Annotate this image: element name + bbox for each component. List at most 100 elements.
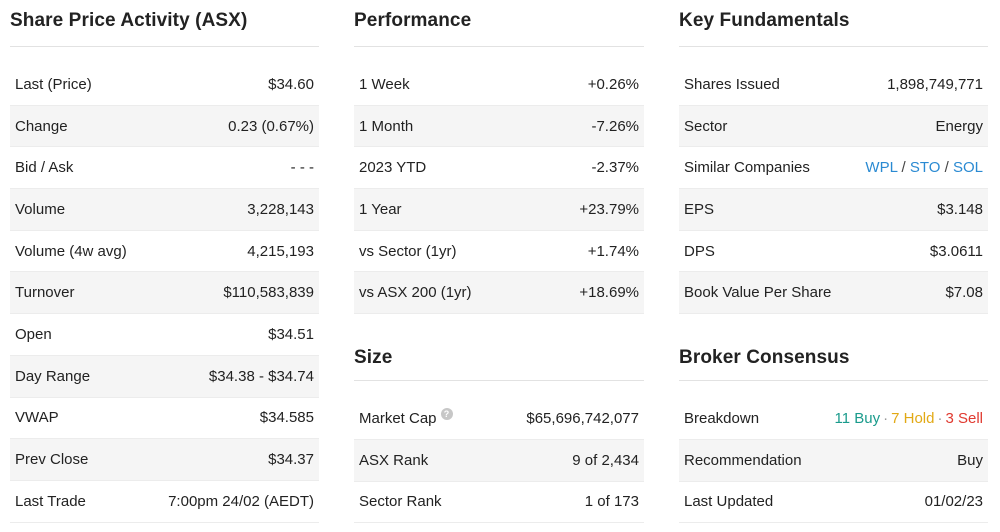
table-row: vs Sector (1yr) +1.74%	[354, 231, 644, 273]
dot-separator: ·	[883, 409, 889, 427]
row-label: DPS	[684, 242, 715, 260]
company-link-sto[interactable]: STO	[909, 159, 941, 177]
table-row: 2023 YTD -2.37%	[354, 147, 644, 190]
row-value: - - -	[290, 159, 314, 177]
sell-count: 3 Sell	[945, 409, 983, 427]
row-value: $3.0611	[929, 242, 983, 260]
row-label: Market Cap	[359, 409, 437, 427]
share-price-table: Last (Price) $34.60 Change 0.23 (0.67%) Bi…	[10, 64, 319, 523]
row-label: Last (Price)	[15, 75, 92, 93]
row-label: Breakdown	[684, 409, 760, 427]
row-label: 2023 YTD	[359, 159, 427, 177]
row-label: Day Range	[15, 367, 91, 385]
table-row: Prev Close $34.37	[10, 439, 319, 481]
table-row: Open $34.51	[10, 314, 319, 356]
row-value: $34.585	[259, 409, 314, 427]
table-row: Day Range $34.38 - $34.74	[10, 355, 319, 398]
table-row: Shares Issued 1,898,749,771	[679, 64, 988, 106]
buy-count: 11 Buy	[834, 409, 881, 427]
table-row: Last Trade 7:00pm 24/02 (AEDT)	[10, 481, 319, 523]
row-label: Turnover	[15, 284, 75, 302]
row-value: 3,228,143	[247, 200, 314, 218]
table-row: Last Updated 01/02/23	[679, 482, 988, 524]
link-separator: /	[901, 159, 906, 177]
row-value: 1,898,749,771	[887, 75, 983, 93]
table-row: Book Value Per Share $7.08	[679, 272, 988, 315]
performance-table: 1 Week +0.26% 1 Month -7.26% 2023 YTD -2.37…	[354, 64, 644, 315]
table-row: DPS $3.0611	[679, 231, 988, 273]
row-value: Energy	[935, 117, 983, 135]
row-value: $3.148	[937, 200, 983, 218]
row-value: -7.26%	[591, 117, 639, 135]
table-row: Bid / Ask - - -	[10, 147, 319, 190]
size-table: Market Cap? $65,696,742,077 ASX Rank 9 of…	[354, 398, 644, 524]
row-label: Last Trade	[15, 492, 86, 510]
company-link-sol[interactable]: SOL	[952, 159, 983, 177]
recommendation-value[interactable]: Buy	[957, 451, 983, 469]
row-value: +23.79%	[579, 200, 639, 218]
row-label: EPS	[684, 200, 715, 218]
hold-count: 7 Hold	[891, 409, 935, 427]
size-heading: Size	[354, 314, 644, 382]
row-value: -2.37%	[591, 159, 639, 177]
row-value: 7:00pm 24/02 (AEDT)	[168, 492, 314, 510]
row-label: vs Sector (1yr)	[359, 242, 457, 260]
table-row: 1 Year +23.79%	[354, 189, 644, 231]
fundamentals-section: Key Fundamentals Shares Issued 1,898,749,…	[679, 0, 988, 524]
row-label: ASX Rank	[359, 451, 429, 469]
share-price-heading: Share Price Activity (ASX)	[10, 0, 319, 47]
table-row: Sector Rank 1 of 173	[354, 482, 644, 524]
row-label: Last Updated	[684, 493, 774, 511]
row-value: +1.74%	[587, 242, 639, 260]
broker-heading: Broker Consensus	[679, 314, 988, 382]
table-row: Similar Companies WPL / STO / SOL	[679, 147, 988, 190]
share-price-section: Share Price Activity (ASX) Last (Price) $…	[10, 0, 319, 523]
row-value: $34.37	[268, 451, 314, 469]
table-row: Recommendation Buy	[679, 439, 988, 482]
row-label: 1 Week	[359, 75, 410, 93]
table-row: Breakdown 11 Buy · 7 Hold · 3 Sell	[679, 398, 988, 440]
breakdown-value: 11 Buy · 7 Hold · 3 Sell	[835, 410, 983, 427]
table-row: 1 Week +0.26%	[354, 64, 644, 106]
table-row: vs ASX 200 (1yr) +18.69%	[354, 272, 644, 315]
company-link-wpl[interactable]: WPL	[865, 159, 898, 177]
help-icon[interactable]: ?	[440, 407, 453, 420]
broker-table: Breakdown 11 Buy · 7 Hold · 3 Sell Recommend…	[679, 398, 988, 524]
row-label: Change	[15, 117, 68, 135]
table-row: Volume (4w avg) 4,215,193	[10, 231, 319, 273]
table-row: Market Cap? $65,696,742,077	[354, 398, 644, 440]
row-label: Volume	[15, 200, 66, 218]
row-label: vs ASX 200 (1yr)	[359, 284, 472, 302]
table-row: Volume 3,228,143	[10, 189, 319, 231]
row-label: VWAP	[15, 409, 59, 427]
table-row: EPS $3.148	[679, 189, 988, 231]
performance-heading: Performance	[354, 0, 644, 47]
row-label: 1 Month	[359, 117, 414, 135]
performance-section: Performance 1 Week +0.26% 1 Month -7.26% 2…	[354, 0, 644, 524]
table-row: Last (Price) $34.60	[10, 64, 319, 106]
table-row: 1 Month -7.26%	[354, 105, 644, 148]
link-separator: /	[944, 159, 949, 177]
row-label: 1 Year	[359, 200, 402, 218]
market-cap-label-wrap: Market Cap?	[359, 407, 453, 427]
last-updated-value[interactable]: 01/02/23	[924, 493, 983, 511]
row-value: $7.08	[945, 284, 983, 302]
row-value: $34.38 - $34.74	[208, 367, 314, 385]
row-label: Sector	[684, 117, 728, 135]
row-value: 4,215,193	[247, 242, 314, 260]
row-label: Open	[15, 325, 52, 343]
row-value: +0.26%	[587, 75, 639, 93]
fundamentals-heading: Key Fundamentals	[679, 0, 988, 47]
row-label: Volume (4w avg)	[15, 242, 127, 260]
table-row: Turnover $110,583,839	[10, 272, 319, 315]
fundamentals-table: Shares Issued 1,898,749,771 Sector Energy …	[679, 64, 988, 315]
row-label: Bid / Ask	[15, 159, 74, 177]
row-label: Book Value Per Share	[684, 284, 832, 302]
dot-separator: ·	[937, 409, 943, 427]
similar-companies-links: WPL / STO / SOL	[865, 159, 983, 176]
row-label: Recommendation	[684, 451, 802, 469]
row-value: $65,696,742,077	[526, 409, 639, 427]
table-row: Sector Energy	[679, 105, 988, 148]
row-label: Shares Issued	[684, 75, 780, 93]
change-value: 0.23 (0.67%)	[228, 117, 314, 135]
